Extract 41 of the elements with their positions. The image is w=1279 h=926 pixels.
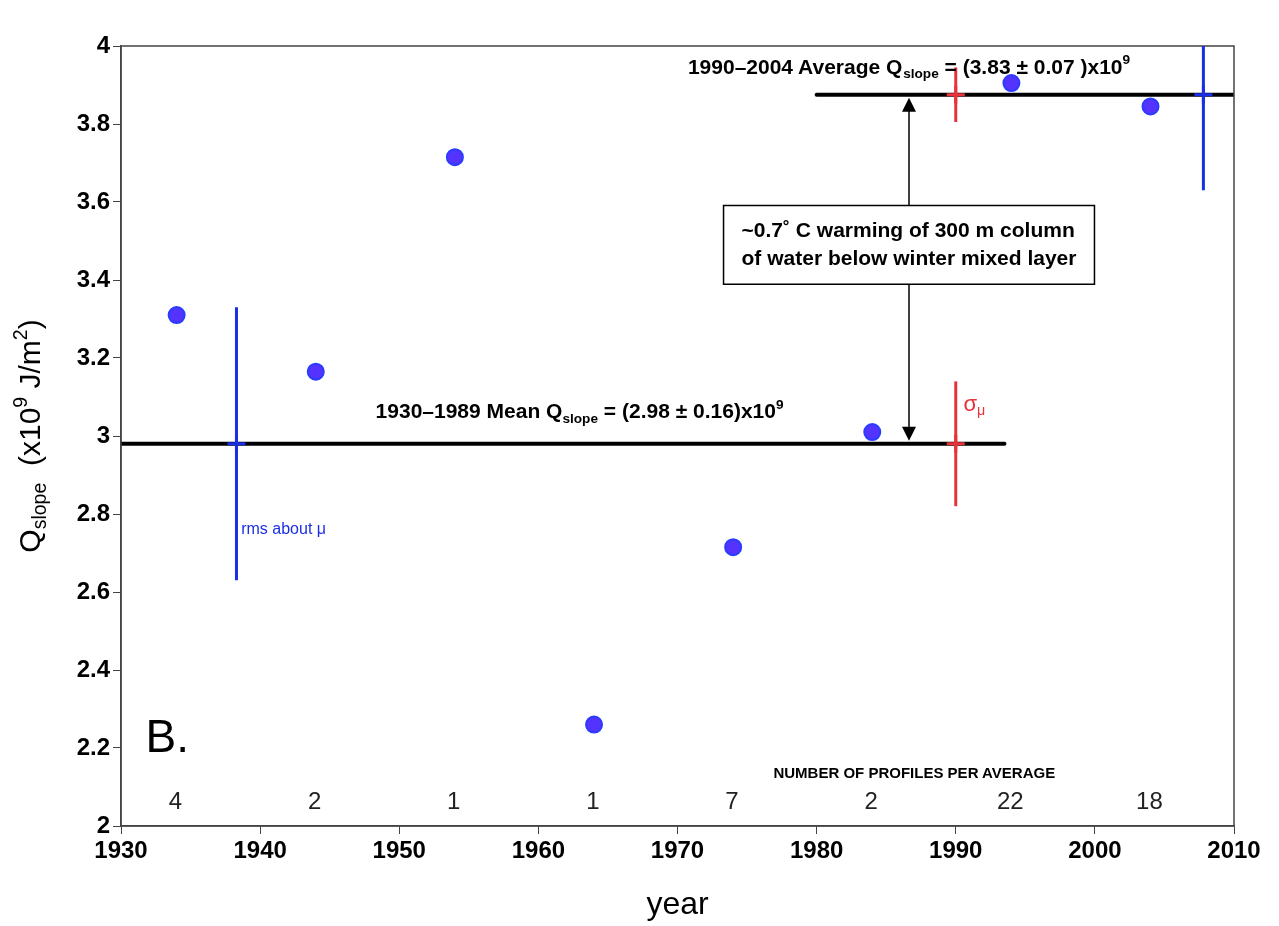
x-tick-label: 1970	[650, 836, 705, 864]
x-tick-label: 1980	[789, 836, 844, 864]
y-tick-label: 4	[96, 30, 111, 58]
annotation: 4	[168, 787, 183, 815]
x-tick-label: 1960	[511, 836, 566, 864]
annotation: 2	[864, 787, 878, 815]
annotation: B.	[145, 710, 189, 763]
x-axis-title: year	[646, 884, 709, 921]
annotation: NUMBER OF PROFILES PER AVERAGE	[773, 763, 1056, 781]
x-tick-label: 2010	[1207, 836, 1261, 864]
x-tick-label: 2000	[1068, 836, 1122, 864]
y-tick-label: 3	[96, 420, 110, 448]
y-tick-label: 2.2	[76, 732, 110, 760]
annotation: 22	[996, 787, 1024, 815]
annotation: 7	[725, 787, 739, 815]
x-tick-label: 1990	[929, 836, 983, 864]
y-tick-label: 2	[96, 810, 110, 838]
point	[167, 306, 186, 325]
point	[863, 423, 882, 442]
annotation: rms about μ	[241, 520, 327, 538]
x-tick-label: 1940	[233, 836, 287, 864]
y-tick-label: 2.6	[76, 576, 110, 604]
point	[1141, 97, 1160, 116]
annotation: 18	[1136, 787, 1163, 815]
x-tick-label: 1950	[372, 836, 426, 864]
y-tick-label: 2.8	[76, 498, 110, 526]
annotation: 2	[307, 787, 322, 815]
annotation: 1	[586, 787, 600, 815]
y-tick-label: 3.6	[76, 186, 110, 214]
annotation: 1	[447, 787, 461, 815]
point	[585, 715, 604, 734]
x-tick-label: 1930	[94, 836, 148, 864]
y-tick-label: 2.4	[76, 654, 111, 682]
annotation: ~0.7˚ C warming of 300 m column of water below winter mixed layer	[741, 217, 1077, 269]
point	[724, 538, 743, 557]
y-tick-label: 3.2	[76, 342, 110, 370]
y-tick-label: 3.8	[76, 108, 110, 136]
point	[445, 148, 464, 167]
y-tick-label: 3.4	[76, 264, 111, 292]
y-axis-title: Qslope (x109 J/m2)	[8, 319, 51, 553]
point	[306, 362, 325, 381]
